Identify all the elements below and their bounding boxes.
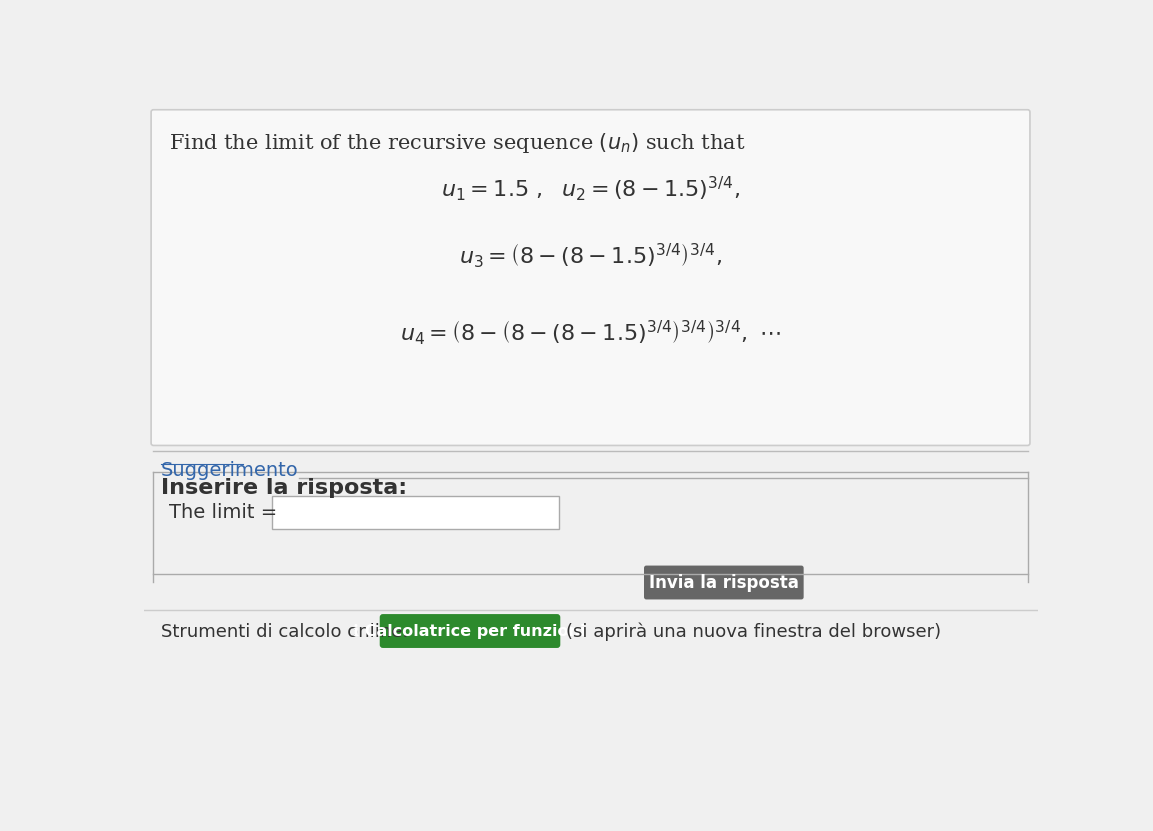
Text: The limit =: The limit = xyxy=(169,503,277,522)
FancyBboxPatch shape xyxy=(151,110,1030,445)
Text: Strumenti di calcolo online:: Strumenti di calcolo online: xyxy=(161,622,408,641)
FancyBboxPatch shape xyxy=(272,495,559,529)
Text: Find the limit of the recursive sequence $(u_n)$ such that: Find the limit of the recursive sequence… xyxy=(169,131,746,155)
Text: $u_1 = 1.5 \ , \ \ u_2 = (8 - 1.5)^{3/4},$: $u_1 = 1.5 \ , \ \ u_2 = (8 - 1.5)^{3/4}… xyxy=(440,175,740,204)
Text: Invia la risposta: Invia la risposta xyxy=(649,573,799,592)
Text: (si aprirà una nuova finestra del browser): (si aprirà una nuova finestra del browse… xyxy=(566,622,941,641)
Text: ℹ Calcolatrice per funzioni: ℹ Calcolatrice per funzioni xyxy=(353,623,586,638)
FancyBboxPatch shape xyxy=(645,566,804,599)
Text: $u_4 = \left(8 - \left(8 - (8 - 1.5)^{3/4}\right)^{3/4}\right)^{3/4}, \ \cdots$: $u_4 = \left(8 - \left(8 - (8 - 1.5)^{3/… xyxy=(400,319,781,347)
FancyBboxPatch shape xyxy=(379,614,560,648)
Text: $u_3 = \left(8 - (8 - 1.5)^{3/4}\right)^{3/4},$: $u_3 = \left(8 - (8 - 1.5)^{3/4}\right)^… xyxy=(459,242,722,270)
Text: Suggerimento: Suggerimento xyxy=(161,461,299,479)
Text: Inserire la risposta:: Inserire la risposta: xyxy=(161,478,407,498)
